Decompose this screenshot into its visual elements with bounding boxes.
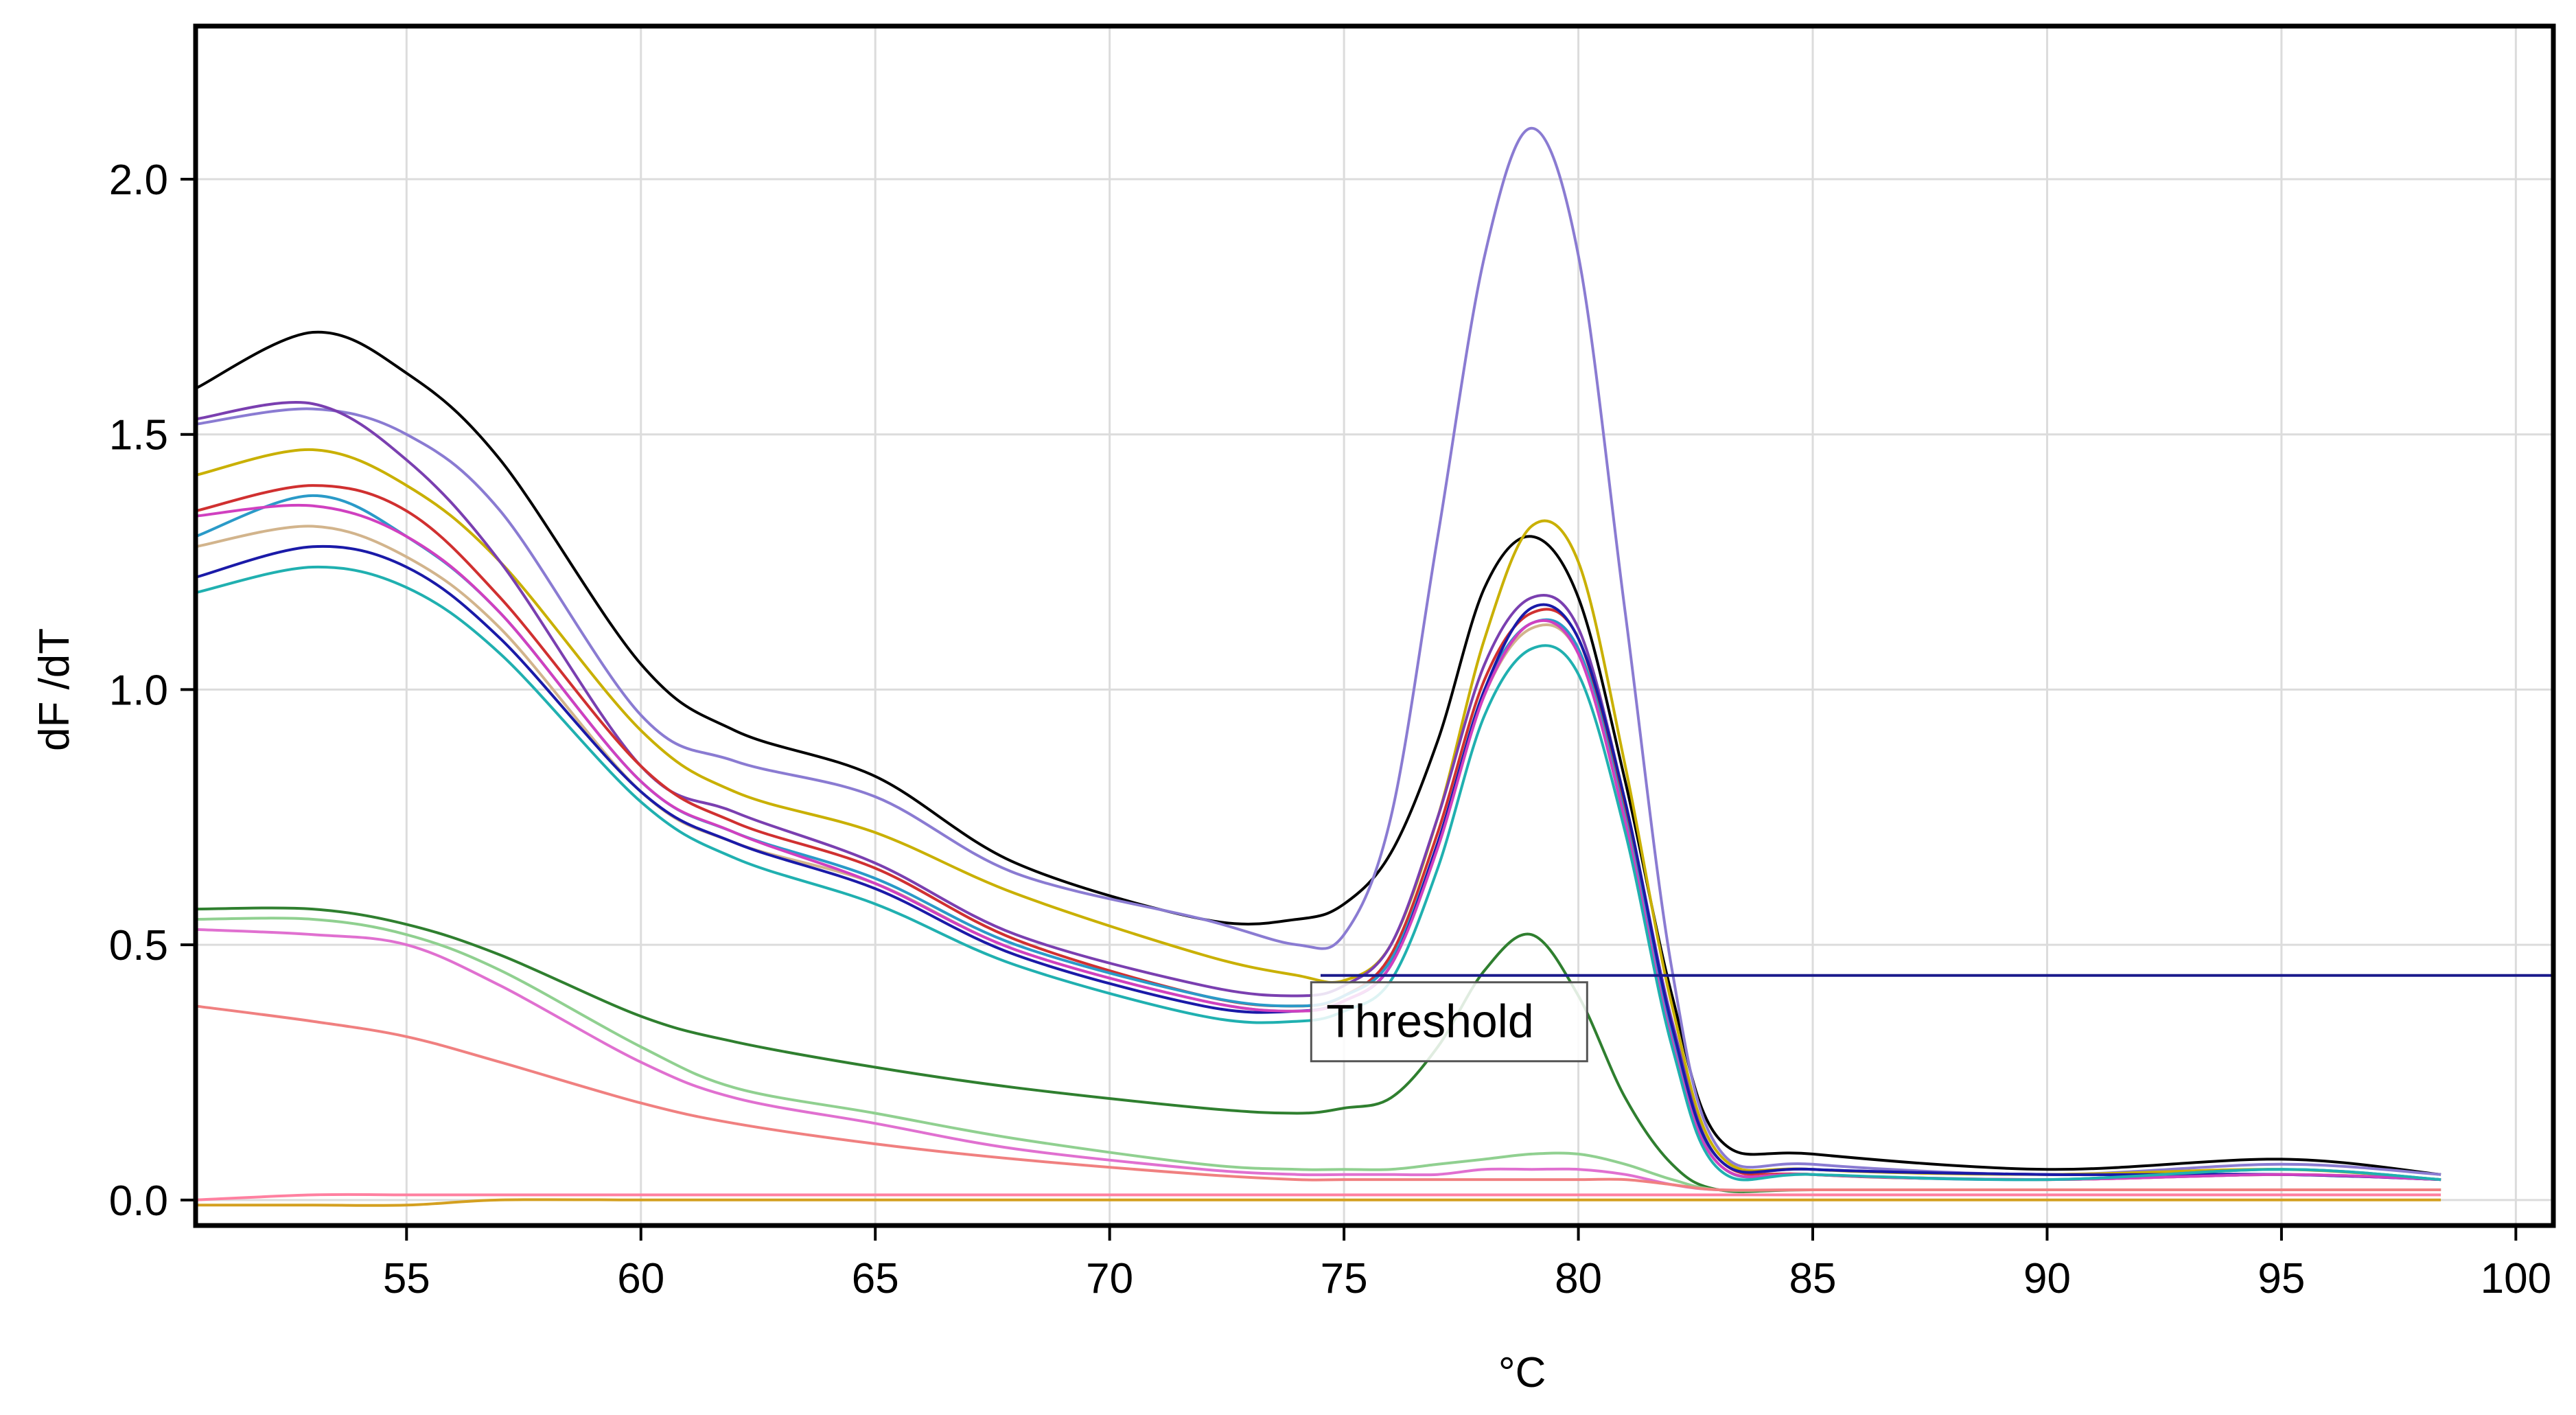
y-tick-label: 0.0 [109,1177,168,1225]
y-tick-label: 1.0 [109,667,168,714]
x-tick-label: 75 [1321,1255,1368,1302]
threshold-group: Threshold [1310,974,2553,1063]
series-line-14 [195,1004,2441,1192]
y-tick-label: 2.0 [109,157,168,204]
x-tick-label: 80 [1555,1255,1602,1302]
x-tick-label: 65 [852,1255,899,1302]
plot-frame [193,23,2556,1228]
series-lines [195,126,2441,1207]
x-tick-label: 85 [1789,1255,1837,1302]
x-tick-label: 70 [1086,1255,1133,1302]
y-tick-label: 1.5 [109,412,168,459]
y-axis-title: dF /dT [31,628,78,751]
threshold-label-box [1310,981,1588,1063]
x-tick-label: 95 [2258,1255,2305,1302]
x-tick-label: 90 [2023,1255,2071,1302]
x-tick-label: 100 [2481,1255,2551,1302]
y-tick-label: 0.5 [109,922,168,969]
x-tick-label: 60 [617,1255,664,1302]
x-axis-title: °C [1498,1349,1546,1396]
axis-ticks: 55 60 65 70 75 80 85 90 95 100 0.0 0.5 1.0 1.5 2.0 [109,157,2551,1302]
series-line-2 [195,126,2441,1176]
x-tick-label: 55 [383,1255,430,1302]
series-line-15 [196,1198,2441,1207]
series-line-10 [195,565,2441,1182]
threshold-label: Threshold [1326,996,1533,1048]
series-line-1 [195,330,2441,1176]
series-line-16 [195,1193,2441,1201]
